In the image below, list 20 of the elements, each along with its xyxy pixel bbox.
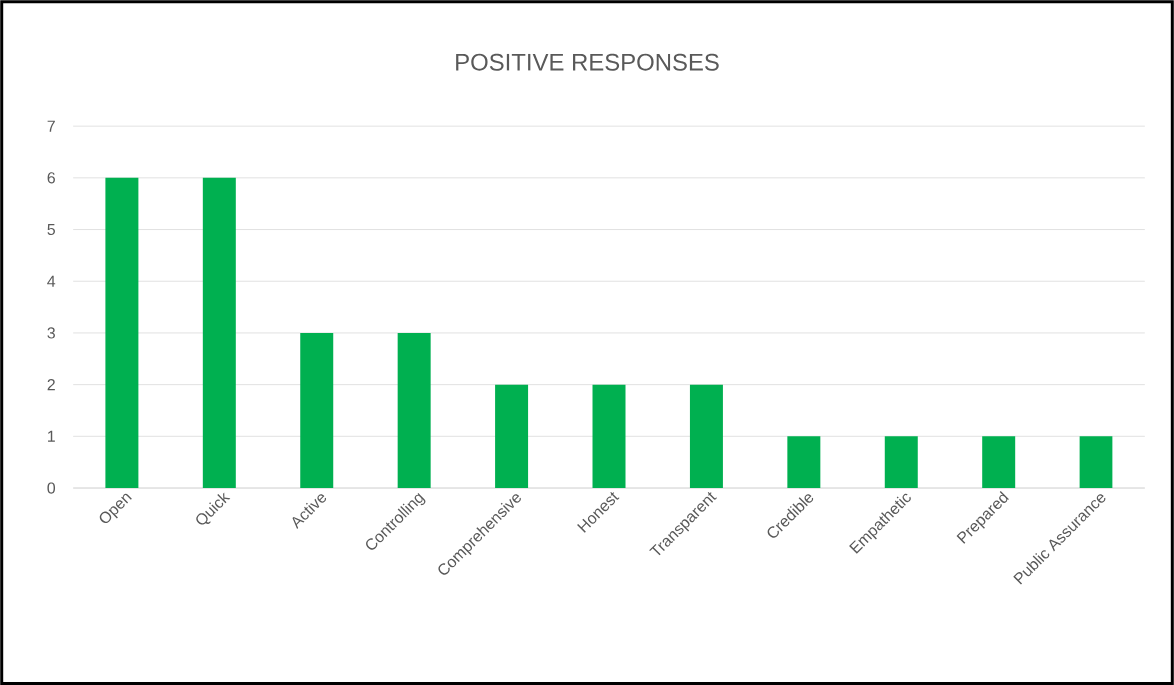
chart-title: POSITIVE RESPONSES (456, 53, 719, 71)
y-tick-label: 3 (47, 327, 55, 339)
bar (300, 332, 334, 488)
y-tick-label: 5 (47, 223, 55, 236)
y-tick-label: 2 (47, 378, 55, 391)
bar (202, 177, 236, 488)
bar (884, 436, 918, 488)
bar (1079, 436, 1113, 488)
bar (689, 384, 723, 488)
y-tick-label: 0 (47, 482, 56, 494)
y-tick-label: 7 (47, 120, 55, 132)
y-tick-label: 1 (48, 430, 55, 442)
y-tick-label: 4 (47, 275, 56, 287)
bar (982, 436, 1016, 488)
bar (592, 384, 626, 488)
bar (397, 332, 431, 488)
y-tick-label: 6 (47, 172, 55, 184)
bar (787, 436, 821, 488)
bar (105, 177, 139, 488)
bar (495, 384, 529, 488)
